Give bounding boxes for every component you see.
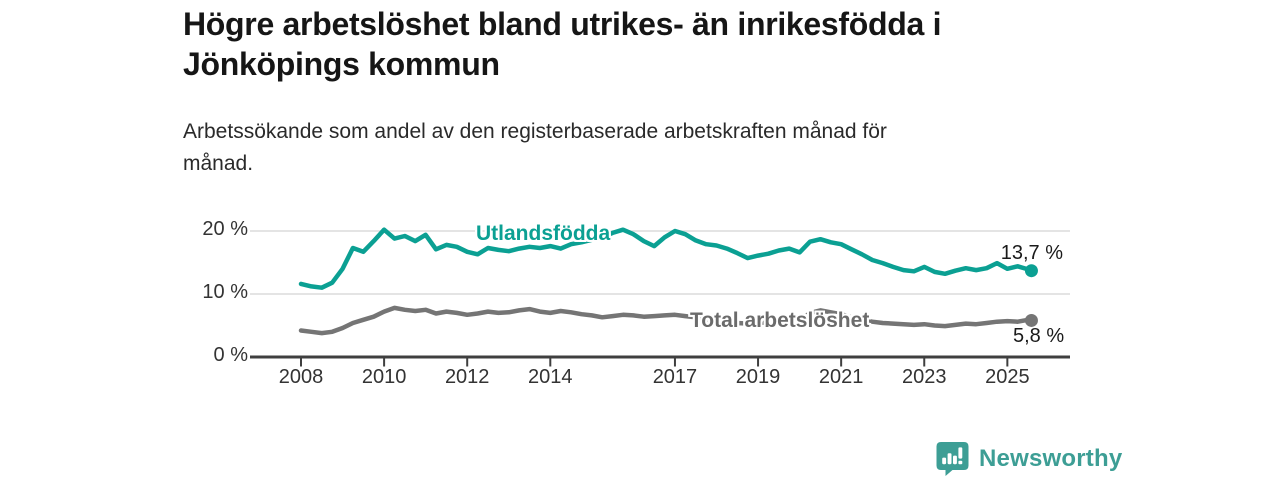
x-tick-label-2025: 2025 [985,366,1030,388]
series-end-dot-1 [1024,313,1038,327]
chart-title-line1: Högre arbetslöshet bland utrikes- än inr… [183,6,942,42]
x-tick-label-2021: 2021 [818,366,864,388]
series-label-total-arbetsloshet: Total arbetslöshet [690,309,870,332]
newsworthy-bubble-chart-icon [936,442,969,476]
y-tick-label-20: 20 % [202,218,248,240]
series-line-0 [298,227,1034,290]
chart-title-line2: Jönköpings kommun [183,46,500,82]
chart-subtitle-line1: Arbetssökande som andel av den registerb… [183,120,887,143]
chart-subtitle: Arbetssökande som andel av den registerb… [183,116,1083,180]
x-tick-label-2019: 2019 [735,366,781,388]
chart-subtitle-line2: månad. [183,152,254,175]
newsworthy-wordmark: Newsworthy [979,445,1123,472]
end-value-label-utlandsfodda: 13,7 % [1000,242,1063,264]
y-tick-label-0: 0 % [213,344,248,366]
newsworthy-logo: Newsworthy [936,442,1122,476]
series-label-utlandsfodda: Utlandsfödda [476,222,611,245]
y-tick-label-10: 10 % [202,281,248,303]
x-tick-label-2014: 2014 [528,366,573,388]
series-end-dot-0 [1024,264,1038,278]
x-tick-label-2017: 2017 [652,366,698,388]
x-tick-label-2012: 2012 [444,366,490,388]
x-tick-label-2010: 2010 [361,366,407,388]
x-tick-label-2023: 2023 [902,366,947,388]
chart-title: Högre arbetslöshet bland utrikes- än inr… [183,4,1083,84]
end-value-label-total: 5,8 % [1013,325,1065,347]
x-tick-label-2008: 2008 [278,366,324,388]
series-line-1 [298,305,1034,336]
